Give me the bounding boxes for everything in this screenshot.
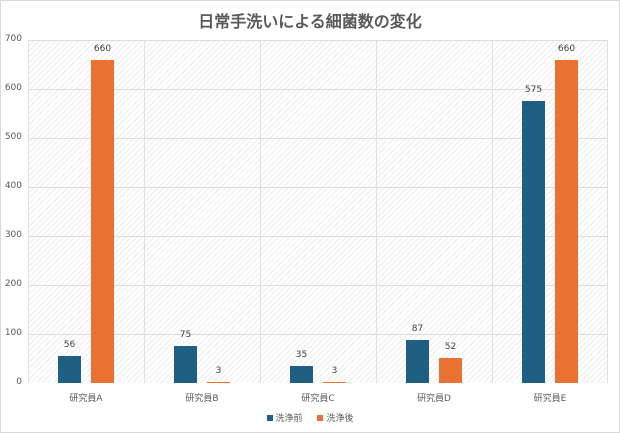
bar: [207, 381, 230, 384]
gridline: [28, 236, 608, 237]
bar: [439, 357, 462, 383]
data-label: 75: [179, 330, 192, 341]
data-label: 3: [215, 365, 222, 376]
data-label: 52: [444, 341, 457, 352]
legend-label-after: 洗浄後: [326, 414, 354, 424]
legend: 洗浄前 洗浄後: [0, 411, 620, 424]
category-gridline: [28, 40, 29, 383]
y-tick-label: 500: [4, 132, 22, 142]
data-label: 660: [557, 43, 576, 54]
data-label: 575: [524, 85, 543, 96]
data-label: 3: [331, 365, 338, 376]
category-gridline: [607, 40, 608, 383]
data-label: 35: [295, 349, 308, 360]
plot-area: 56 660 75 3 35 3 87 52 575 660: [28, 40, 608, 384]
gridline: [28, 40, 608, 41]
data-label: 87: [411, 324, 424, 335]
gridline: [28, 138, 608, 139]
y-tick-label: 600: [4, 83, 22, 93]
x-tick-label: 研究員C: [301, 394, 335, 404]
legend-item-before: 洗浄前: [266, 411, 303, 424]
legend-swatch-before: [266, 414, 273, 421]
y-tick-label: 0: [16, 377, 22, 387]
bar: [91, 59, 114, 383]
y-tick-label: 300: [4, 230, 22, 240]
category-gridline: [492, 40, 493, 383]
bar: [323, 381, 346, 384]
y-tick-label: 200: [4, 279, 22, 289]
legend-item-after: 洗浄後: [317, 411, 353, 424]
x-tick-label: 研究員A: [69, 394, 103, 404]
data-label: 660: [93, 43, 112, 54]
bar: [290, 365, 313, 383]
x-tick-label: 研究員B: [185, 394, 219, 404]
bar: [522, 101, 545, 383]
legend-label-before: 洗浄前: [275, 414, 303, 424]
x-tick-label: 研究員D: [417, 394, 451, 404]
bar: [406, 340, 429, 383]
data-label: 56: [63, 339, 76, 350]
bar: [555, 59, 578, 383]
legend-swatch-after: [317, 414, 324, 421]
category-gridline: [260, 40, 261, 383]
y-tick-label: 700: [4, 34, 22, 44]
gridline: [28, 187, 608, 188]
category-gridline: [376, 40, 377, 383]
y-tick-label: 100: [4, 328, 22, 338]
y-tick-label: 400: [4, 181, 22, 191]
x-tick-label: 研究員E: [533, 394, 567, 404]
bar: [174, 346, 197, 383]
category-gridline: [144, 40, 145, 383]
gridline: [28, 334, 608, 335]
bar: [58, 355, 81, 383]
gridline: [28, 89, 608, 90]
gridline: [28, 285, 608, 286]
chart-title: 日常手洗いによる細菌数の変化: [198, 12, 422, 31]
